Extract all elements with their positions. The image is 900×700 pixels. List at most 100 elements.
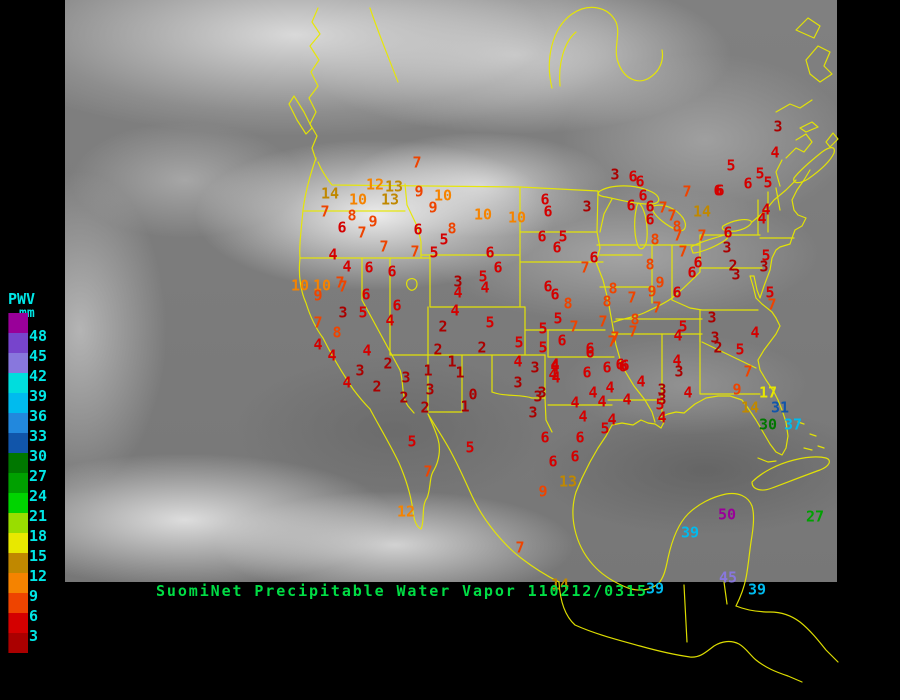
station-pwv-value: 10 [433, 186, 453, 205]
station-pwv-value: 6 [543, 277, 553, 296]
station-pwv-value: 4 [673, 326, 683, 345]
station-pwv-value: 6 [361, 285, 371, 304]
gulf-st-lawrence [775, 99, 813, 113]
station-pwv-value: 7 [658, 198, 668, 217]
station-pwv-value: 7 [412, 153, 422, 172]
station-pwv-value: 6 [687, 263, 697, 282]
station-pwv-value: 4 [607, 410, 617, 429]
station-pwv-value: 1 [460, 397, 470, 416]
station-pwv-value: 2 [420, 398, 430, 417]
station-pwv-value: 6 [548, 452, 558, 471]
state-borders-south [491, 329, 761, 433]
station-pwv-value: 5 [655, 395, 665, 414]
station-pwv-value: 6 [485, 243, 495, 262]
station-pwv-value: 8 [563, 294, 573, 313]
station-pwv-value: 12 [396, 502, 416, 521]
station-pwv-value: 6 [537, 227, 547, 246]
james-bay [548, 6, 664, 89]
station-pwv-value: 7 [598, 312, 608, 331]
cuba [751, 456, 830, 491]
legend-value-label: 3 [29, 627, 39, 645]
station-pwv-value: 2 [477, 338, 487, 357]
station-pwv-value: 39 [680, 523, 700, 542]
coastline-bc [308, 7, 321, 161]
station-pwv-value: 3 [610, 165, 620, 184]
border-belize [723, 581, 728, 605]
station-pwv-value: 5 [763, 173, 773, 192]
station-pwv-value: 13 [384, 177, 404, 196]
station-pwv-value: 6 [552, 238, 562, 257]
station-pwv-value: 3 [338, 303, 348, 322]
station-pwv-value: 5 [755, 164, 765, 183]
station-pwv-value: 3 [582, 197, 592, 216]
legend-swatch [8, 353, 28, 373]
legend-swatch [8, 593, 28, 613]
station-pwv-value: 4 [578, 407, 588, 426]
legend-swatch [8, 413, 28, 433]
legend-value-label: 33 [29, 427, 48, 445]
station-pwv-value: 7 [423, 462, 433, 481]
pei [799, 121, 819, 133]
legend-swatch [8, 433, 28, 453]
station-pwv-value: 6 [628, 167, 638, 186]
station-pwv-value: 3 [707, 308, 717, 327]
station-pwv-value: 9 [428, 198, 438, 217]
legend-value-label: 42 [29, 367, 48, 385]
station-pwv-value: 5 [735, 340, 745, 359]
station-pwv-value: 5 [765, 283, 775, 302]
station-pwv-value: 5 [726, 156, 736, 175]
station-pwv-value: 10 [290, 276, 310, 295]
legend-swatch [8, 633, 28, 653]
great-salt-lake [406, 278, 418, 291]
station-pwv-value: 7 [320, 202, 330, 221]
station-pwv-value: 8 [645, 255, 655, 274]
state-borders-east [671, 187, 795, 343]
satellite-image [65, 0, 837, 582]
legend-value-label: 30 [29, 447, 48, 465]
station-pwv-value: 4 [342, 373, 352, 392]
station-pwv-value: 3 [731, 265, 741, 284]
station-pwv-value: 2 [372, 377, 382, 396]
station-pwv-value: 4 [622, 390, 632, 409]
station-pwv-value: 5 [553, 309, 563, 328]
station-pwv-value: 8 [602, 292, 612, 311]
cape-breton [825, 132, 839, 148]
station-pwv-value: 2 [438, 317, 448, 336]
station-pwv-value: 6 [387, 262, 397, 281]
station-pwv-value: 4 [551, 368, 561, 387]
station-pwv-value: 6 [715, 181, 725, 200]
station-pwv-value: 6 [585, 343, 595, 362]
border-guatemala [683, 584, 688, 643]
legend-value-label: 6 [29, 607, 39, 625]
station-pwv-value: 7 [667, 206, 677, 225]
legend-value-label: 12 [29, 567, 48, 585]
station-pwv-value: 39 [747, 580, 767, 599]
station-pwv-value: 10 [348, 190, 368, 209]
station-pwv-value: 8 [347, 206, 357, 225]
station-pwv-value: 4 [761, 200, 771, 219]
station-pwv-value: 7 [313, 313, 323, 332]
coastline-west [298, 157, 371, 410]
border-us-canada [317, 161, 599, 192]
station-pwv-value: 4 [550, 355, 560, 374]
station-pwv-value: 4 [588, 383, 598, 402]
station-pwv-value: 5 [538, 338, 548, 357]
station-pwv-value: 0 [468, 385, 478, 404]
state-borders-midwest [596, 198, 703, 335]
station-pwv-value: 6 [540, 190, 550, 209]
station-pwv-value: 7 [338, 277, 348, 296]
station-pwv-value: 7 [697, 226, 707, 245]
station-pwv-value: 5 [761, 246, 771, 265]
station-pwv-value: 4 [385, 311, 395, 330]
station-pwv-value: 4 [327, 346, 337, 365]
legend-value-label: 48 [29, 327, 48, 345]
station-pwv-value: 4 [362, 341, 372, 360]
station-pwv-value: 6 [540, 428, 550, 447]
station-pwv-value: 5 [407, 432, 417, 451]
station-pwv-value: 6 [392, 296, 402, 315]
lake-ontario [721, 219, 752, 232]
station-pwv-value: 3 [528, 403, 538, 422]
station-pwv-value: 6 [413, 220, 423, 239]
